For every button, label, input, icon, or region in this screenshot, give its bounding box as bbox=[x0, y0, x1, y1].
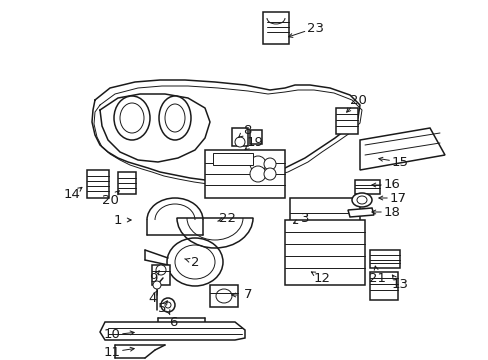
Ellipse shape bbox=[164, 302, 171, 308]
Bar bbox=[285, 220, 364, 285]
Text: 18: 18 bbox=[383, 206, 400, 219]
Polygon shape bbox=[347, 208, 373, 217]
Ellipse shape bbox=[235, 137, 244, 147]
Text: 16: 16 bbox=[383, 179, 400, 192]
Ellipse shape bbox=[161, 298, 175, 312]
Text: 5: 5 bbox=[158, 302, 166, 315]
Ellipse shape bbox=[156, 265, 165, 275]
Bar bbox=[204, 150, 285, 198]
Text: 21: 21 bbox=[369, 271, 386, 284]
Ellipse shape bbox=[249, 166, 265, 182]
Ellipse shape bbox=[356, 196, 366, 204]
Text: 23: 23 bbox=[306, 22, 323, 35]
Bar bbox=[213, 153, 252, 165]
Bar bbox=[152, 265, 170, 285]
Text: 12: 12 bbox=[313, 271, 330, 284]
Text: 10: 10 bbox=[103, 328, 120, 342]
Bar bbox=[369, 272, 397, 300]
Ellipse shape bbox=[120, 103, 143, 133]
Polygon shape bbox=[359, 128, 444, 170]
Ellipse shape bbox=[153, 281, 161, 289]
Text: 13: 13 bbox=[391, 279, 407, 292]
Bar bbox=[231, 128, 247, 146]
Text: 22: 22 bbox=[219, 211, 236, 225]
Ellipse shape bbox=[159, 96, 191, 140]
Ellipse shape bbox=[216, 289, 231, 303]
Bar bbox=[289, 198, 359, 273]
Text: 7: 7 bbox=[243, 288, 252, 302]
Text: 15: 15 bbox=[391, 156, 407, 168]
Bar bbox=[87, 170, 109, 198]
Ellipse shape bbox=[164, 104, 184, 132]
Ellipse shape bbox=[167, 238, 223, 286]
Ellipse shape bbox=[114, 96, 150, 140]
Bar bbox=[249, 130, 262, 144]
Bar bbox=[369, 250, 399, 268]
Ellipse shape bbox=[175, 245, 215, 279]
Text: 2: 2 bbox=[190, 256, 199, 269]
Bar bbox=[209, 285, 238, 307]
Text: 20: 20 bbox=[349, 94, 366, 107]
Text: 19: 19 bbox=[246, 135, 263, 148]
Text: 14: 14 bbox=[63, 189, 80, 202]
Bar bbox=[263, 12, 288, 44]
Text: 3: 3 bbox=[300, 211, 308, 225]
Polygon shape bbox=[100, 322, 244, 340]
Bar bbox=[335, 108, 357, 134]
Ellipse shape bbox=[249, 156, 265, 172]
Ellipse shape bbox=[264, 168, 275, 180]
Text: 11: 11 bbox=[103, 346, 120, 359]
Bar bbox=[354, 180, 379, 194]
Text: 1: 1 bbox=[114, 213, 122, 226]
Text: 4: 4 bbox=[148, 292, 157, 305]
Text: 8: 8 bbox=[243, 123, 251, 136]
Ellipse shape bbox=[351, 193, 371, 207]
Ellipse shape bbox=[264, 158, 275, 170]
Text: 6: 6 bbox=[168, 315, 177, 328]
Bar bbox=[118, 172, 136, 194]
Text: 17: 17 bbox=[389, 192, 406, 204]
Text: 20: 20 bbox=[102, 194, 118, 207]
Text: 9: 9 bbox=[148, 271, 157, 284]
